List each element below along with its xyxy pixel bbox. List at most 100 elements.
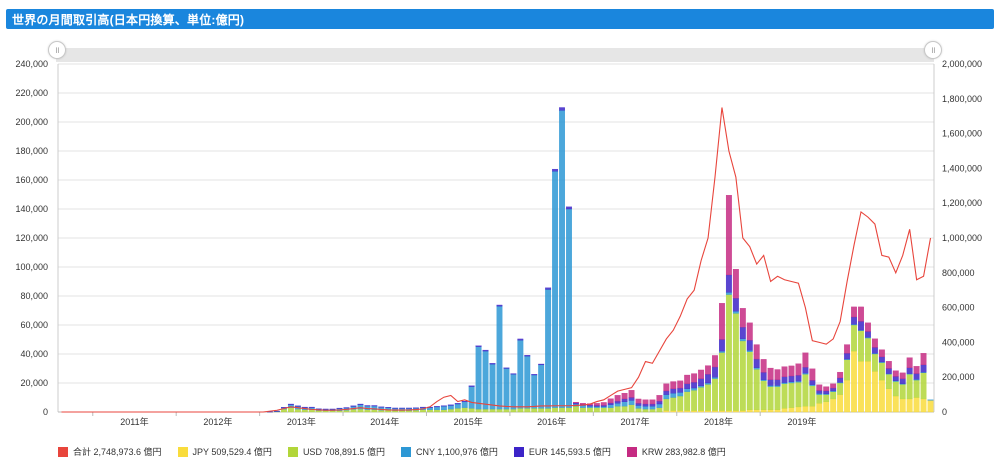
- bar-segment-cny: [566, 208, 572, 408]
- legend-label: JPY 509,529.4 億円: [192, 447, 272, 457]
- bar-segment-usd: [517, 408, 524, 413]
- bar-segment-eur: [830, 387, 837, 392]
- y-left-tick-label: 20,000: [20, 378, 48, 388]
- bar-segment-usd: [489, 408, 496, 413]
- bar-segment-eur: [600, 405, 607, 407]
- bar-segment-usd: [865, 337, 871, 362]
- bar-segment-usd: [524, 408, 531, 413]
- bar-segment-usd: [844, 359, 851, 381]
- bar-segment-cny: [621, 401, 628, 407]
- bar-segment-krw: [705, 365, 711, 375]
- bar-segment-usd: [364, 409, 371, 413]
- bar-segment-cny: [586, 406, 593, 408]
- legend-item-cny[interactable]: CNY 1,100,976 億円: [400, 445, 498, 458]
- bar-segment-eur: [767, 379, 774, 386]
- bar-segment-cny: [927, 399, 934, 401]
- bar-segment-krw: [802, 352, 809, 368]
- bar-segment-jpy: [781, 408, 788, 413]
- bar-segment-jpy: [670, 410, 677, 413]
- bar-segment-eur: [315, 408, 322, 410]
- bar-segment-jpy: [851, 350, 857, 413]
- bar-segment-cny: [760, 379, 767, 381]
- bar-segment-krw: [781, 366, 788, 377]
- bar-segment-eur: [274, 410, 280, 412]
- bar-segment-eur: [663, 390, 670, 395]
- bar-segment-usd: [343, 410, 350, 413]
- bar-segment-usd: [573, 406, 579, 413]
- legend-swatch: [513, 446, 524, 457]
- y-right-tick-label: 1,800,000: [942, 94, 982, 104]
- y-left-tick-label: 220,000: [15, 88, 48, 98]
- range-slider-right-handle-grip-icon[interactable]: ॥: [924, 41, 942, 59]
- bar-segment-krw: [816, 384, 823, 391]
- bar-segment-eur: [795, 375, 802, 382]
- y-left-tick-label: 60,000: [20, 320, 48, 330]
- bar-segment-usd: [357, 408, 364, 413]
- range-slider[interactable]: ॥ ॥: [48, 41, 942, 62]
- bar-segment-usd: [566, 407, 572, 413]
- bar-segment-usd: [691, 390, 698, 411]
- bar-segment-usd: [830, 391, 837, 400]
- bar-segment-usd: [871, 353, 878, 372]
- bar-segment-krw: [579, 402, 586, 405]
- bar-segment-usd: [600, 407, 607, 413]
- bar-segment-jpy: [809, 406, 816, 413]
- bar-segment-usd: [753, 369, 760, 410]
- bar-segment-krw: [600, 402, 607, 406]
- bar-segment-usd: [315, 410, 322, 413]
- legend-item-usd[interactable]: USD 708,891.5 億円: [287, 445, 385, 458]
- bar-segment-usd: [885, 374, 892, 389]
- bar-segment-usd: [413, 410, 419, 413]
- bar-segment-eur: [885, 368, 892, 374]
- bar-segment-jpy: [677, 410, 684, 413]
- bar-segment-cny: [746, 350, 753, 352]
- bar-segment-cny: [607, 404, 614, 408]
- bar-segment-jpy: [753, 409, 760, 413]
- bar-segment-cny: [774, 385, 781, 387]
- bar-segment-usd: [503, 408, 510, 413]
- bar-segment-krw: [774, 369, 781, 380]
- bar-segment-krw: [913, 366, 920, 374]
- bar-segment-usd: [461, 407, 468, 413]
- bar-segment-eur: [760, 372, 767, 380]
- legend-item-krw[interactable]: KRW 283,982.8 億円: [626, 445, 726, 458]
- legend-label: USD 708,891.5 億円: [302, 447, 385, 457]
- bar-segment-usd: [878, 362, 885, 381]
- bar-segment-cny: [482, 350, 489, 410]
- bar-segment-cny: [677, 392, 684, 397]
- y-right-tick-label: 600,000: [942, 303, 975, 313]
- bar-segment-krw: [906, 357, 913, 368]
- bar-segment-jpy: [913, 397, 920, 413]
- bar-segment-jpy: [746, 409, 753, 413]
- bar-segment-krw: [795, 363, 802, 376]
- range-slider-left-handle-grip-icon[interactable]: ॥: [48, 41, 66, 59]
- bar-segment-usd: [649, 408, 656, 413]
- legend-label: 合計 2,748,973.6 億円: [73, 447, 162, 457]
- legend-item-total[interactable]: 合計 2,748,973.6 億円: [58, 445, 162, 458]
- bar-segment-usd: [656, 407, 663, 413]
- bar-segment-eur: [392, 407, 399, 409]
- bar-segment-krw: [760, 359, 767, 373]
- legend-item-jpy[interactable]: JPY 509,529.4 億円: [177, 445, 272, 458]
- bar-segment-jpy: [684, 410, 691, 413]
- bar-segment-cny: [524, 356, 531, 409]
- bar-segment-jpy: [760, 409, 767, 413]
- bar-segment-usd: [440, 409, 447, 413]
- bar-segment-cny: [795, 380, 802, 383]
- bar-segment-krw: [621, 392, 628, 400]
- bar-segment-eur: [809, 380, 816, 385]
- bar-segment-usd: [406, 410, 413, 413]
- bar-segment-usd: [468, 408, 475, 413]
- bar-segment-usd: [920, 372, 927, 400]
- bar-segment-jpy: [858, 361, 864, 413]
- legend-item-eur[interactable]: EUR 145,593.5 億円: [513, 445, 611, 458]
- bar-segment-jpy: [837, 394, 844, 413]
- bar-segment-usd: [322, 410, 329, 413]
- bar-segment-cny: [614, 403, 621, 407]
- bar-segment-cny: [593, 406, 600, 408]
- bar-segment-eur: [614, 400, 621, 404]
- bar-segment-jpy: [865, 361, 871, 413]
- bar-segment-eur: [482, 349, 489, 352]
- bar-segment-jpy: [871, 371, 878, 413]
- bar-segment-eur: [906, 367, 913, 374]
